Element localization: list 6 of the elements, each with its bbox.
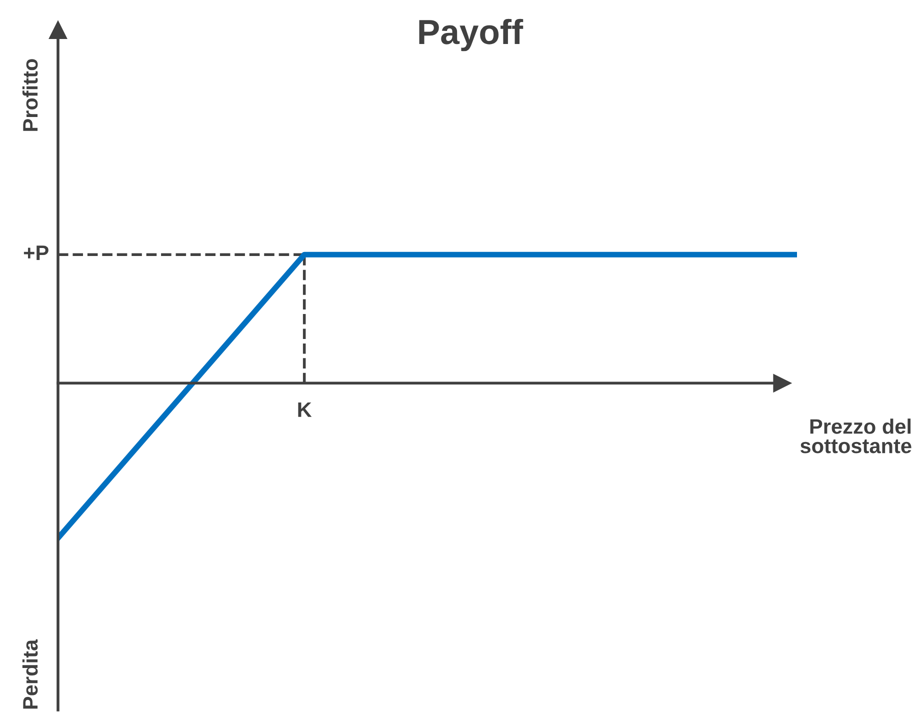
text: Perdita <box>22 639 38 709</box>
text: Profitto <box>22 59 38 131</box>
text: K <box>298 402 312 417</box>
x-axis-title: Prezzo del sottostante <box>800 418 912 454</box>
chart-title: Payoff <box>419 18 524 52</box>
ref-line-label: +P <box>24 246 48 260</box>
